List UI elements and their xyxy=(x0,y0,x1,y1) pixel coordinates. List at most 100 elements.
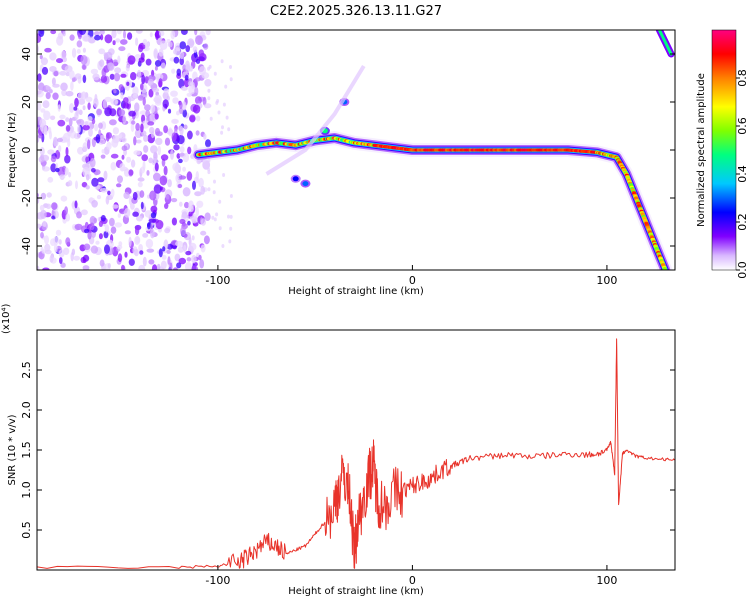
noise-dot xyxy=(185,250,192,256)
noise-dot xyxy=(106,132,112,139)
noise-dot xyxy=(103,170,108,181)
noise-dot xyxy=(121,154,125,160)
noise-dot xyxy=(194,30,198,36)
noise-dot xyxy=(147,222,151,230)
noise-dot xyxy=(89,158,96,168)
noise-dot xyxy=(56,137,64,143)
x-tick-label: 100 xyxy=(596,274,617,287)
noise-dot xyxy=(120,73,127,78)
noise-dot xyxy=(39,55,43,60)
noise-dot xyxy=(132,94,138,99)
noise-dot xyxy=(73,133,81,140)
y-tick-label: -40 xyxy=(20,237,33,255)
noise-dot xyxy=(227,214,230,219)
noise-dot xyxy=(111,30,117,39)
noise-dot xyxy=(100,215,106,222)
noise-dot xyxy=(142,256,147,267)
y-tick-label: 1.5 xyxy=(20,441,33,459)
noise-dot xyxy=(56,58,63,64)
noise-dot xyxy=(49,255,54,263)
noise-dot xyxy=(94,123,99,132)
noise-dot xyxy=(165,193,170,201)
noise-dot xyxy=(228,239,232,244)
noise-dot xyxy=(213,179,216,184)
noise-dot xyxy=(199,259,205,269)
noise-dot xyxy=(82,265,90,270)
noise-dot xyxy=(195,206,199,217)
noise-dot xyxy=(134,102,140,112)
noise-dot xyxy=(50,163,57,173)
colorbar-tick-label: 0.0 xyxy=(736,261,749,279)
noise-dot xyxy=(37,73,42,82)
noise-dot xyxy=(180,85,188,91)
noise-dot xyxy=(138,57,145,63)
noise-dot xyxy=(53,243,58,253)
noise-dot xyxy=(155,137,163,146)
noise-dot xyxy=(159,40,168,50)
noise-dot xyxy=(87,139,91,150)
noise-dot xyxy=(110,161,117,171)
noise-dot xyxy=(138,244,144,252)
noise-dot xyxy=(172,162,180,172)
noise-dot xyxy=(195,115,201,122)
noise-dot xyxy=(157,263,161,270)
noise-dot xyxy=(149,126,155,134)
noise-dot xyxy=(68,171,72,178)
x-tick-label: 0 xyxy=(409,574,416,587)
noise-dot xyxy=(171,68,176,74)
noise-dot xyxy=(132,86,139,96)
noise-dot xyxy=(148,88,154,98)
noise-dot xyxy=(95,240,100,245)
noise-dot xyxy=(98,48,106,55)
noise-dot xyxy=(187,146,192,155)
noise-dot xyxy=(225,115,229,120)
x-tick-label: 100 xyxy=(596,574,617,587)
noise-dot xyxy=(49,52,57,61)
noise-dot xyxy=(40,108,46,113)
noise-dot xyxy=(53,236,60,245)
noise-dot xyxy=(99,259,105,267)
noise-dot xyxy=(179,57,184,66)
noise-dot xyxy=(50,115,56,121)
noise-dot xyxy=(154,94,162,104)
noise-dot xyxy=(229,214,233,219)
noise-dot xyxy=(148,259,155,265)
noise-dot xyxy=(181,101,187,111)
noise-dot xyxy=(155,219,164,230)
noise-dot xyxy=(94,34,101,41)
noise-dot xyxy=(229,194,233,198)
noise-dot xyxy=(178,257,186,265)
frequency-ridge xyxy=(191,30,675,270)
noise-dot xyxy=(124,230,131,235)
noise-dot xyxy=(50,30,57,35)
noise-dot xyxy=(128,169,134,176)
noise-dot xyxy=(82,47,86,53)
noise-dot xyxy=(138,44,144,53)
noise-dot xyxy=(182,187,191,197)
noise-dot xyxy=(117,253,123,263)
noise-dot xyxy=(84,228,90,234)
noise-dot xyxy=(87,102,91,110)
noise-dot xyxy=(135,30,143,34)
noise-dot xyxy=(202,96,207,106)
noise-dot xyxy=(58,249,65,258)
noise-dot xyxy=(53,136,58,147)
colorbar-tick-label: 0.6 xyxy=(736,117,749,135)
noise-dot xyxy=(133,150,141,156)
noise-dot xyxy=(45,92,51,100)
noise-dot xyxy=(207,96,211,101)
noise-dot xyxy=(96,194,102,200)
spectrogram-x-label: Height of straight line (km) xyxy=(288,286,424,297)
noise-dot xyxy=(213,71,217,76)
noise-dot xyxy=(177,246,184,253)
noise-dot xyxy=(224,84,228,89)
noise-dot xyxy=(100,154,106,159)
noise-dot xyxy=(181,30,188,35)
spectral-blobs xyxy=(265,64,366,188)
noise-dot xyxy=(121,145,128,151)
noise-dot xyxy=(163,88,169,94)
noise-dot xyxy=(45,203,52,210)
noise-dot xyxy=(56,35,64,46)
noise-dot xyxy=(178,78,185,89)
noise-dot xyxy=(110,98,119,105)
